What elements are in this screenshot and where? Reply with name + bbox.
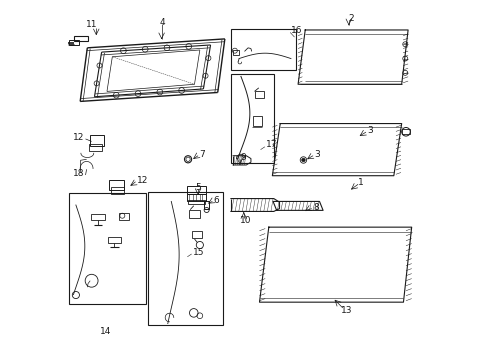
Text: 3: 3 (366, 126, 372, 135)
Text: 10: 10 (240, 216, 251, 225)
Bar (230, 74, 273, 163)
Text: 16: 16 (290, 26, 302, 35)
Bar (69, 40, 79, 45)
Bar (108, 237, 121, 243)
Text: 18: 18 (73, 169, 84, 178)
Bar (186, 194, 206, 202)
Bar (90, 135, 104, 146)
Text: 14: 14 (100, 327, 111, 336)
Bar (74, 36, 88, 41)
Bar (69, 193, 145, 304)
Text: 9: 9 (240, 153, 245, 162)
Text: 17: 17 (265, 140, 277, 149)
Text: 6: 6 (213, 195, 218, 204)
Bar (109, 180, 124, 190)
Bar (119, 213, 128, 220)
Bar (91, 213, 105, 220)
Text: 2: 2 (347, 14, 353, 23)
Text: 15: 15 (192, 248, 204, 257)
Text: 12: 12 (73, 132, 84, 141)
Text: 12: 12 (136, 176, 148, 185)
Bar (191, 231, 201, 238)
Circle shape (301, 158, 305, 162)
Bar (233, 50, 239, 55)
Bar (253, 116, 262, 126)
Bar (230, 29, 295, 70)
Text: 11: 11 (85, 20, 97, 29)
Bar (148, 192, 223, 325)
Text: 8: 8 (312, 203, 318, 212)
Bar (188, 200, 205, 204)
Text: 7: 7 (198, 150, 204, 159)
Bar (204, 202, 208, 209)
Bar (401, 129, 409, 134)
Bar (110, 187, 124, 194)
Text: 5: 5 (195, 183, 201, 192)
Bar (255, 91, 264, 98)
Text: 4: 4 (159, 18, 165, 27)
Bar (189, 210, 200, 217)
Text: 1: 1 (357, 178, 363, 187)
Text: 3: 3 (313, 150, 319, 159)
Bar (186, 186, 206, 194)
Bar (89, 144, 102, 151)
Text: 13: 13 (340, 306, 352, 315)
